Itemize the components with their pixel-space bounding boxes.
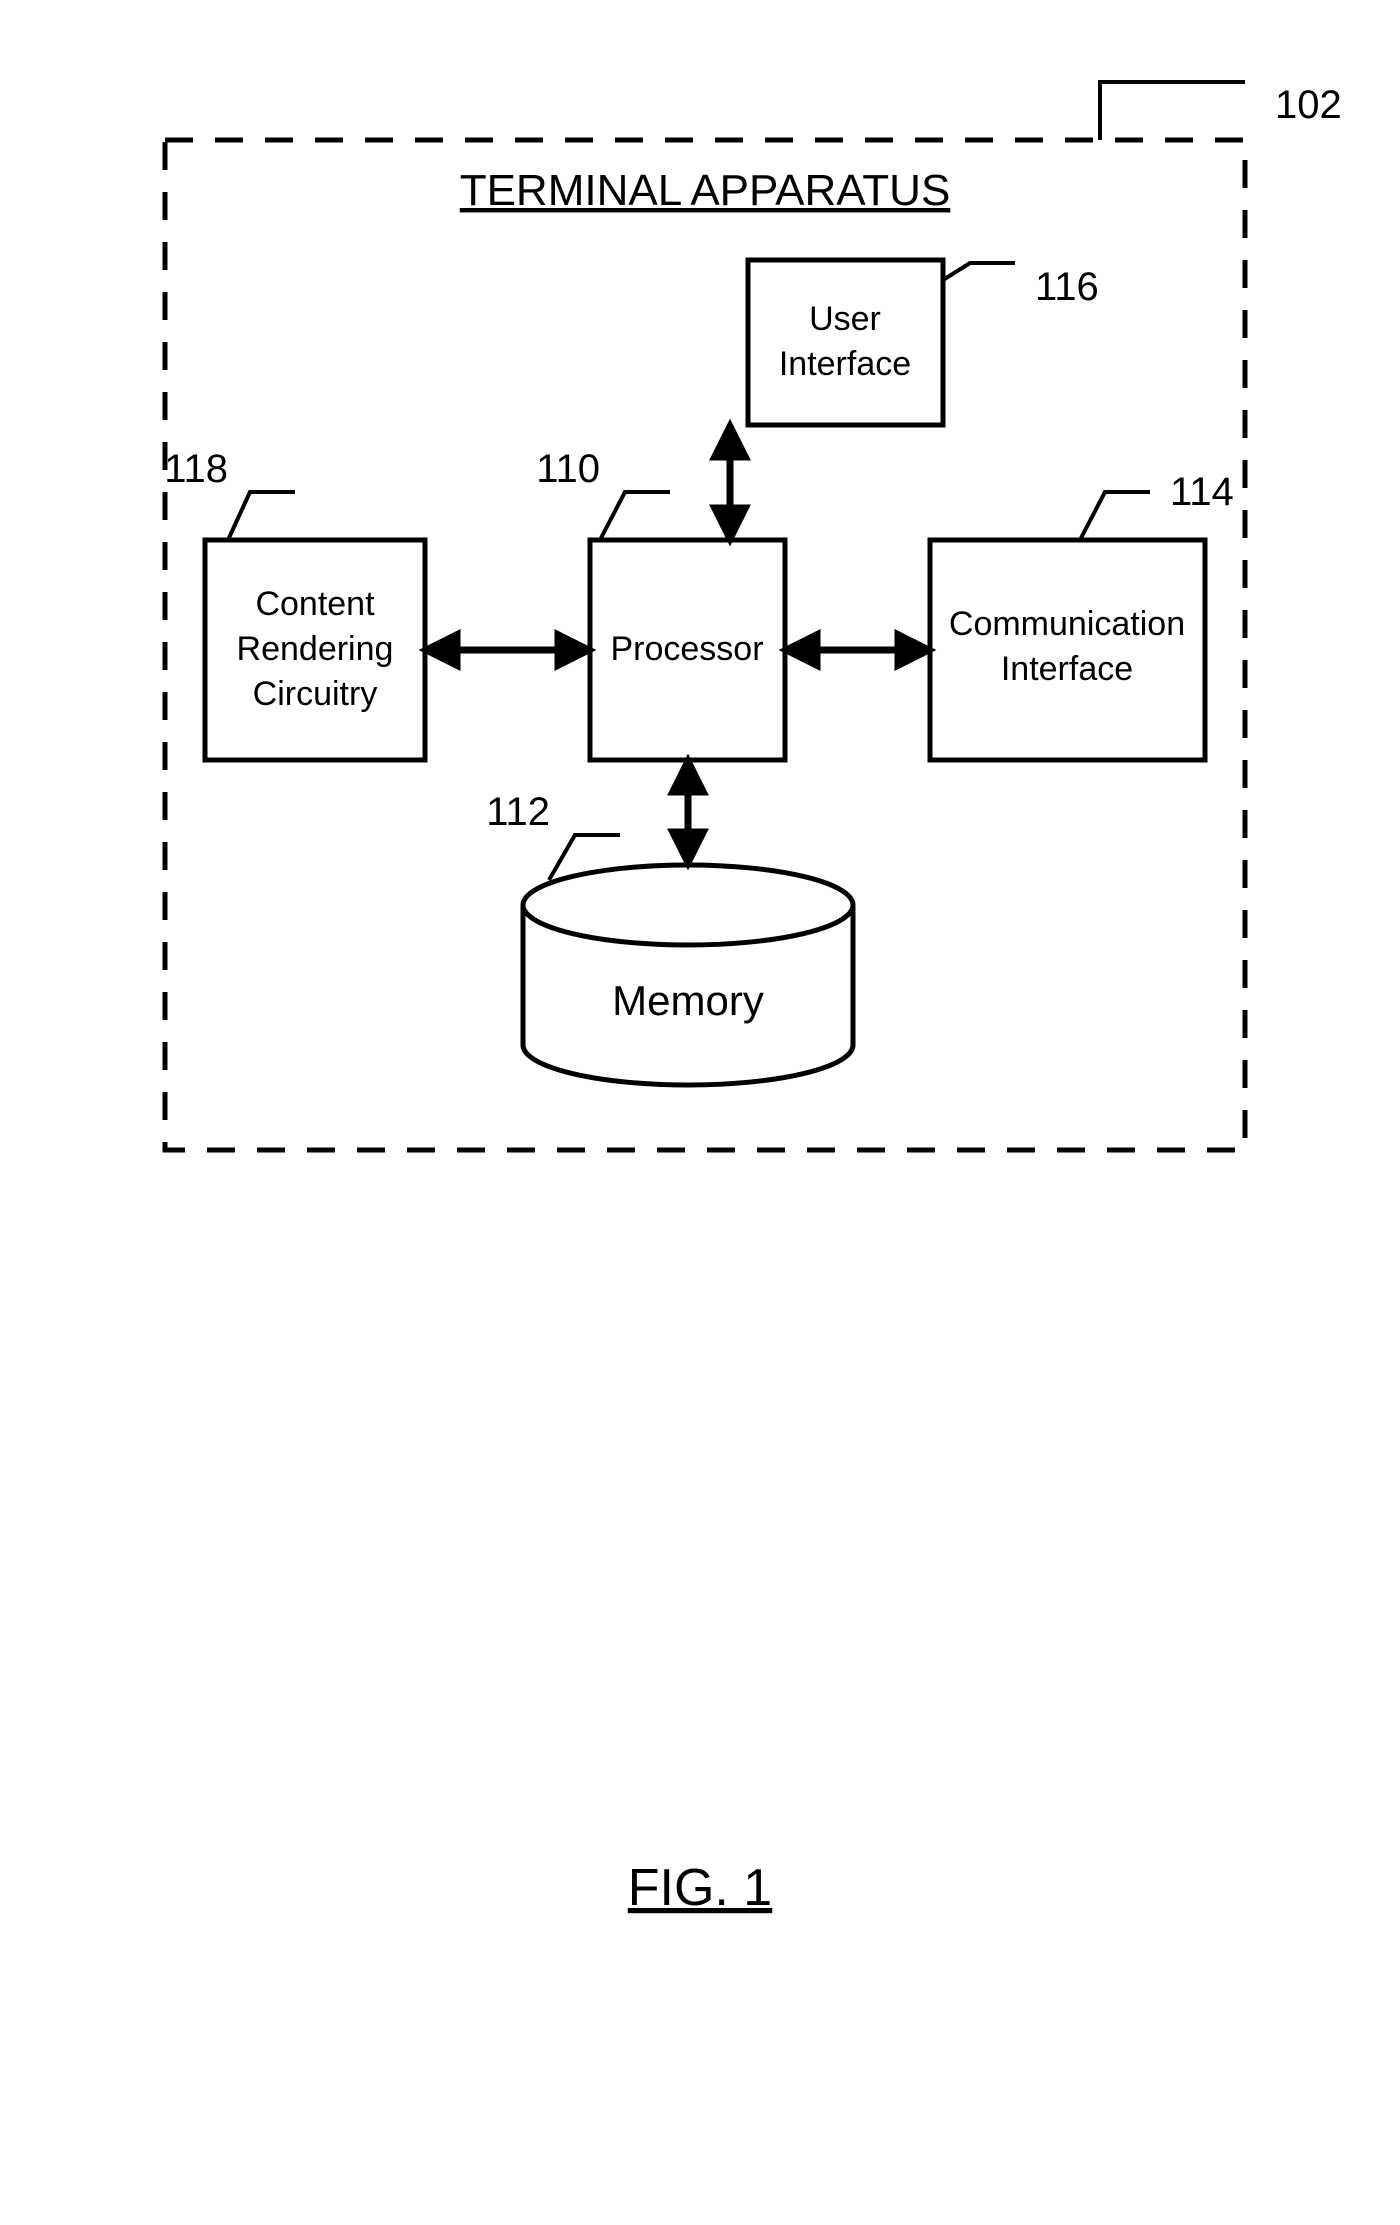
apparatus-ref: 102	[1275, 83, 1342, 127]
user-interface-ref: 116	[1035, 265, 1099, 309]
content-rendering-label-2: Rendering	[237, 630, 394, 668]
apparatus-ref-leader: 102	[1100, 82, 1342, 140]
user-interface-label-1: User	[809, 300, 881, 338]
diagram-title: TERMINAL APPARATUS	[460, 166, 951, 215]
user-interface-label-2: Interface	[779, 345, 911, 383]
communication-interface-label-1: Communication	[949, 605, 1185, 643]
communication-interface-block: Communication Interface 114	[930, 470, 1234, 760]
processor-ref: 110	[536, 447, 600, 491]
user-interface-block: User Interface 116	[748, 260, 1099, 425]
processor-label: Processor	[610, 630, 763, 668]
memory-label: Memory	[612, 977, 764, 1024]
content-rendering-label-1: Content	[255, 585, 375, 623]
communication-interface-label-2: Interface	[1001, 650, 1133, 688]
content-rendering-block: Content Rendering Circuitry 118	[164, 447, 425, 760]
processor-block: Processor 110	[536, 447, 785, 760]
content-rendering-label-3: Circuitry	[253, 675, 378, 713]
figure-1-svg: 102 TERMINAL APPARATUS User Interface 11…	[0, 0, 1400, 2225]
memory-block: Memory 112	[486, 790, 853, 1085]
figure-1-page: 102 TERMINAL APPARATUS User Interface 11…	[0, 0, 1400, 2225]
figure-caption: FIG. 1	[628, 1859, 772, 1917]
content-rendering-ref: 118	[164, 447, 228, 491]
memory-ref: 112	[486, 790, 550, 834]
communication-interface-ref: 114	[1170, 470, 1234, 514]
